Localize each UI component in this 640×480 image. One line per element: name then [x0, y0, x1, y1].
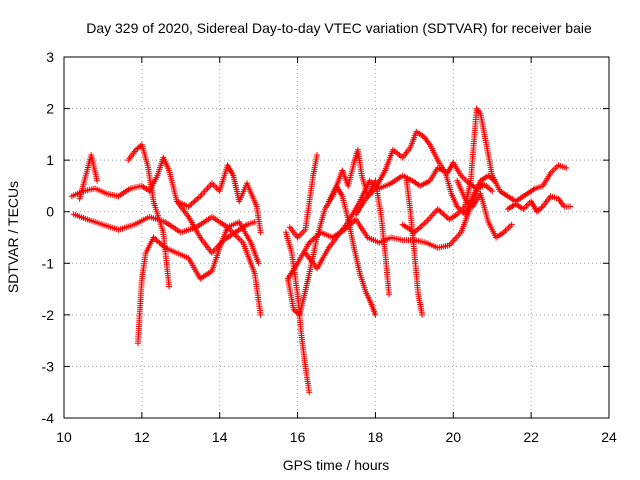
series-markers	[135, 219, 262, 347]
series-arc-14	[399, 105, 570, 236]
x-tick-label: 10	[56, 429, 72, 445]
series-markers	[284, 180, 496, 282]
x-tick-label: 16	[290, 429, 306, 445]
data-layer	[68, 105, 574, 396]
y-tick-label: -3	[42, 358, 55, 374]
series-arc-1	[68, 154, 258, 256]
series-arc-9	[286, 151, 321, 241]
series-arc-13	[353, 128, 498, 218]
series-arc-6	[173, 162, 264, 236]
x-tick-label: 22	[523, 429, 539, 445]
series-markers	[70, 211, 264, 318]
x-tick-label: 20	[445, 429, 461, 445]
series-arc-17	[504, 193, 574, 215]
series-arc-12	[325, 182, 379, 318]
series-markers	[454, 177, 515, 241]
y-axis-label: SDTVAR / TECUs	[5, 181, 21, 293]
series-markers	[76, 152, 101, 202]
series-markers	[325, 182, 379, 318]
series-markers	[173, 162, 264, 236]
series-markers	[68, 154, 258, 256]
series-arc-3	[76, 152, 101, 202]
plot-frame	[63, 56, 610, 419]
x-tick-label: 14	[212, 429, 228, 445]
series-markers	[353, 128, 498, 218]
series-markers	[282, 229, 313, 396]
chart-title: Day 329 of 2020, Sidereal Day-to-day VTE…	[86, 20, 592, 36]
y-tick-label: 2	[46, 101, 54, 117]
grid	[64, 57, 609, 418]
series-arc-15	[403, 177, 426, 318]
x-tick-label: 12	[134, 429, 150, 445]
y-tick-label: -4	[42, 410, 55, 426]
y-tick-label: -2	[42, 307, 55, 323]
axis-ticks	[63, 56, 610, 419]
x-tick-label: 24	[601, 429, 617, 445]
series-markers	[399, 105, 570, 236]
series-markers	[403, 177, 426, 318]
y-tick-label: 1	[46, 152, 54, 168]
series-arc-5	[135, 219, 262, 347]
series-arc-16	[454, 177, 515, 241]
y-tick-label: 0	[46, 204, 54, 220]
x-tick-label: 18	[368, 429, 384, 445]
series-markers	[286, 151, 321, 241]
x-axis-label: GPS time / hours	[283, 457, 390, 473]
series-arc-10	[284, 180, 496, 282]
series-arc-7	[282, 229, 313, 396]
y-tick-label: 3	[46, 49, 54, 65]
y-tick-label: -1	[42, 255, 55, 271]
series-arc-2	[70, 211, 264, 318]
series-markers	[504, 193, 574, 215]
